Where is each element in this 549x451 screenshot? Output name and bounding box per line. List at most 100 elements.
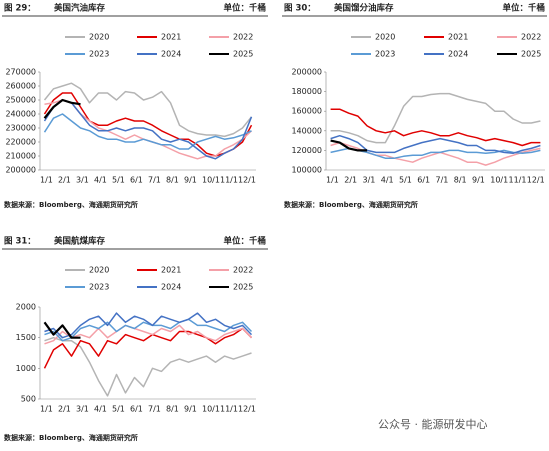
x-tick-label: 9/1 [184,405,197,414]
y-tick-label: 260000 [5,82,36,91]
source-note: 数据来源：Bloomberg、海通期货研究所 [4,433,138,442]
x-tick-label: 4/1 [94,176,107,185]
x-tick-label: 2/1 [58,405,71,414]
y-tick-label: 220000 [5,138,36,147]
x-tick-label: 10/1 [490,176,508,185]
x-tick-label: 11/1 [220,405,238,414]
series-line [43,113,252,150]
legend-label: 2020 [375,33,395,42]
x-tick-label: 12/1 [238,405,256,414]
series-line [43,98,81,119]
series-line [43,327,253,369]
series-line [44,336,252,397]
x-tick-label: 2/1 [58,176,71,185]
x-tick-label: 7/1 [148,176,161,185]
legend-label: 2021 [448,33,468,42]
legend-label: 2024 [161,283,181,292]
legend-label: 2025 [233,50,253,59]
y-tick-label: 120000 [291,146,322,155]
x-tick-label: 1/1 [326,176,339,185]
series-line [330,147,541,159]
legend-label: 2022 [521,33,541,42]
series-line [44,312,253,339]
y-tick-label: 2000 [16,303,36,312]
series-line [43,99,253,160]
source-note: 数据来源：Bloomberg、海通期货研究所 [284,200,418,209]
figure-label: 图 29： [4,4,36,14]
x-tick-label: 11/1 [220,176,238,185]
y-tick-label: 230000 [5,124,36,133]
series-line [43,82,253,138]
chart-title: 美国馏分油库存 [334,3,394,14]
series-line [330,139,368,152]
series-line [44,324,253,345]
x-tick-label: 9/1 [184,176,197,185]
legend-label: 2020 [89,266,109,275]
legend-label: 2023 [89,283,109,292]
x-tick-label: 11/1 [509,176,527,185]
x-tick-label: 4/1 [381,176,394,185]
x-tick-label: 6/1 [130,405,143,414]
y-tick-label: 1500 [16,333,36,342]
legend-label: 2021 [161,266,181,275]
x-tick-label: 8/1 [454,176,467,185]
series-line [43,321,81,339]
x-tick-label: 12/1 [238,176,256,185]
y-tick-label: 200000 [5,166,36,175]
x-tick-label: 5/1 [399,176,412,185]
x-tick-label: 7/1 [148,405,161,414]
figure-label: 图 30： [284,4,316,14]
y-tick-label: 140000 [291,126,322,135]
x-tick-label: 5/1 [112,176,125,185]
series-line [330,92,541,144]
x-tick-label: 3/1 [76,176,89,185]
legend-label: 2022 [233,266,253,275]
series-line [44,318,253,342]
figure-label: 图 31： [4,237,36,247]
legend-label: 2020 [89,33,109,42]
legend-label: 2023 [89,50,109,59]
legend-label: 2024 [448,50,468,59]
series-line [330,134,541,155]
x-tick-label: 3/1 [76,405,89,414]
watermark: 公众号 · 能源研发中心 [378,417,488,431]
x-tick-label: 12/1 [527,176,545,185]
unit-label: 单位：千桶 [223,3,266,14]
source-note: 数据来源：Bloomberg、海通期货研究所 [4,200,138,209]
x-tick-label: 7/1 [436,176,449,185]
y-tick-label: 160000 [291,107,322,116]
legend-label: 2025 [233,283,253,292]
y-tick-label: 100000 [291,166,322,175]
x-tick-label: 9/1 [472,176,485,185]
legend-label: 2022 [233,33,253,42]
y-tick-label: 500 [21,395,36,404]
x-tick-label: 1/1 [40,405,53,414]
series-line [330,108,541,147]
x-tick-label: 5/1 [112,405,125,414]
unit-label: 单位：千桶 [502,3,545,14]
x-tick-label: 10/1 [202,176,220,185]
x-tick-label: 4/1 [94,405,107,414]
legend-label: 2021 [161,33,181,42]
y-tick-label: 180000 [291,87,322,96]
y-tick-label: 210000 [5,152,36,161]
y-tick-label: 1000 [16,364,36,373]
x-tick-label: 2/1 [344,176,357,185]
y-tick-label: 270000 [5,68,36,77]
x-tick-label: 6/1 [417,176,430,185]
chart-title: 美国航煤库存 [54,236,106,247]
y-tick-label: 200000 [291,68,322,77]
x-tick-label: 8/1 [166,176,179,185]
chart-title: 美国汽油库存 [54,3,106,14]
x-tick-label: 8/1 [166,405,179,414]
x-tick-label: 1/1 [40,176,53,185]
legend-label: 2025 [521,50,541,59]
legend-label: 2024 [161,50,181,59]
unit-label: 单位：千桶 [223,236,266,247]
y-tick-label: 240000 [5,110,36,119]
x-tick-label: 6/1 [130,176,143,185]
legend-label: 2023 [375,50,395,59]
x-tick-label: 3/1 [363,176,376,185]
y-tick-label: 250000 [5,96,36,105]
